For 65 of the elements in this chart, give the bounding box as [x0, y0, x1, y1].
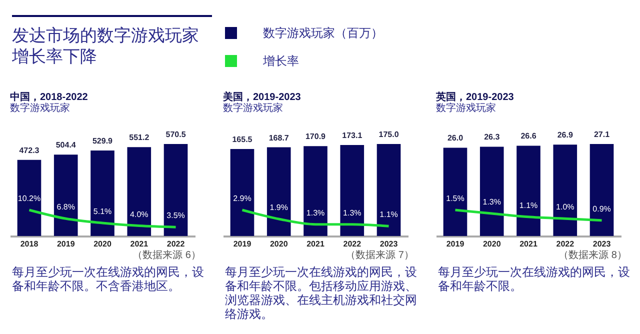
bar — [127, 147, 152, 236]
data-label: 551.2 — [129, 133, 150, 142]
data-label: 168.7 — [268, 133, 290, 142]
x-tick-label: 2019 — [233, 240, 252, 248]
text: （数据来源 8） — [558, 249, 628, 262]
x-tick-label: 2018 — [20, 240, 39, 248]
chart-subtitle: 数字游戏玩家 — [223, 102, 283, 114]
legend-label: 增长率 — [263, 52, 299, 70]
data-label: 0.9% — [592, 204, 611, 214]
data-label: 1.5% — [446, 194, 464, 203]
data-label: 4.0% — [130, 210, 148, 219]
text: 每月至少玩一次在线游戏的网民，设备和年龄不限。不含香港地区。 — [11, 265, 205, 293]
data-label: 570.5 — [166, 130, 186, 139]
data-label: 173.1 — [342, 131, 363, 140]
text: 发达市场的数字游戏玩家增长率下降 — [12, 15, 212, 67]
x-tick-label: 2023 — [380, 240, 398, 248]
data-label: 10.2% — [18, 194, 41, 203]
data-label: 472.3 — [19, 146, 40, 155]
x-tick-label: 2020 — [482, 240, 502, 248]
data-label: 529.9 — [92, 136, 114, 146]
data-label: 26.9 — [557, 130, 574, 140]
chart-subtitle: 数字游戏玩家 — [10, 102, 70, 114]
data-label: 26.0 — [447, 134, 464, 143]
data-label: 26.3 — [484, 132, 500, 142]
text: 每月至少玩一次在线游戏的网民，设备和年龄不限。包括移动应用游戏、浏览器游戏、在线主机游戏和社交网络游戏。 — [224, 265, 418, 321]
text: （数据来源 6） — [132, 249, 202, 262]
bar — [54, 154, 78, 236]
text: （数据来源 7） — [344, 249, 415, 262]
x-tick-label: 2023 — [592, 240, 612, 248]
data-label: 1.1% — [519, 200, 538, 210]
x-tick-label: 2019 — [56, 240, 76, 248]
data-label: 504.4 — [56, 140, 76, 150]
x-tick-label: 2020 — [270, 240, 288, 248]
bar — [17, 160, 42, 236]
data-label: 26.6 — [520, 132, 537, 141]
text: 每月至少玩一次在线游戏的网民，设备和年龄不限。 — [437, 265, 631, 293]
data-label: 1.3% — [482, 197, 501, 206]
chart-title: 美国，2019-2023 — [222, 91, 302, 103]
x-tick-label: 2021 — [306, 240, 325, 248]
x-tick-label: 2022 — [166, 240, 186, 248]
chart-title: 英国，2019-2023 — [435, 91, 514, 103]
x-tick-label: 2021 — [130, 240, 149, 248]
data-label: 1.3% — [306, 208, 325, 218]
data-label: 1.9% — [270, 202, 288, 212]
data-label: 3.5% — [166, 211, 185, 220]
x-tick-label: 2021 — [520, 240, 538, 248]
chart-subtitle: 数字游戏玩家 — [436, 102, 496, 114]
chart-title: 中国，2018-2022 — [10, 91, 88, 103]
data-label: 27.1 — [594, 130, 610, 139]
data-label: 2.9% — [233, 194, 252, 203]
legend-label: 数字游戏玩家（百万） — [263, 24, 383, 42]
x-tick-label: 2022 — [343, 240, 362, 248]
data-label: 5.1% — [93, 207, 112, 216]
data-label: 175.0 — [378, 130, 400, 139]
data-label: 6.8% — [56, 202, 75, 212]
data-label: 1.3% — [343, 208, 362, 218]
x-tick-label: 2019 — [446, 240, 465, 248]
data-label: 1.0% — [556, 202, 574, 212]
bar — [164, 144, 188, 236]
data-label: 1.1% — [380, 210, 398, 220]
data-label: 170.9 — [305, 132, 326, 142]
bar — [90, 150, 114, 236]
x-tick-label: 2020 — [94, 240, 112, 248]
data-label: 165.5 — [232, 134, 253, 144]
x-tick-label: 2022 — [556, 240, 575, 248]
